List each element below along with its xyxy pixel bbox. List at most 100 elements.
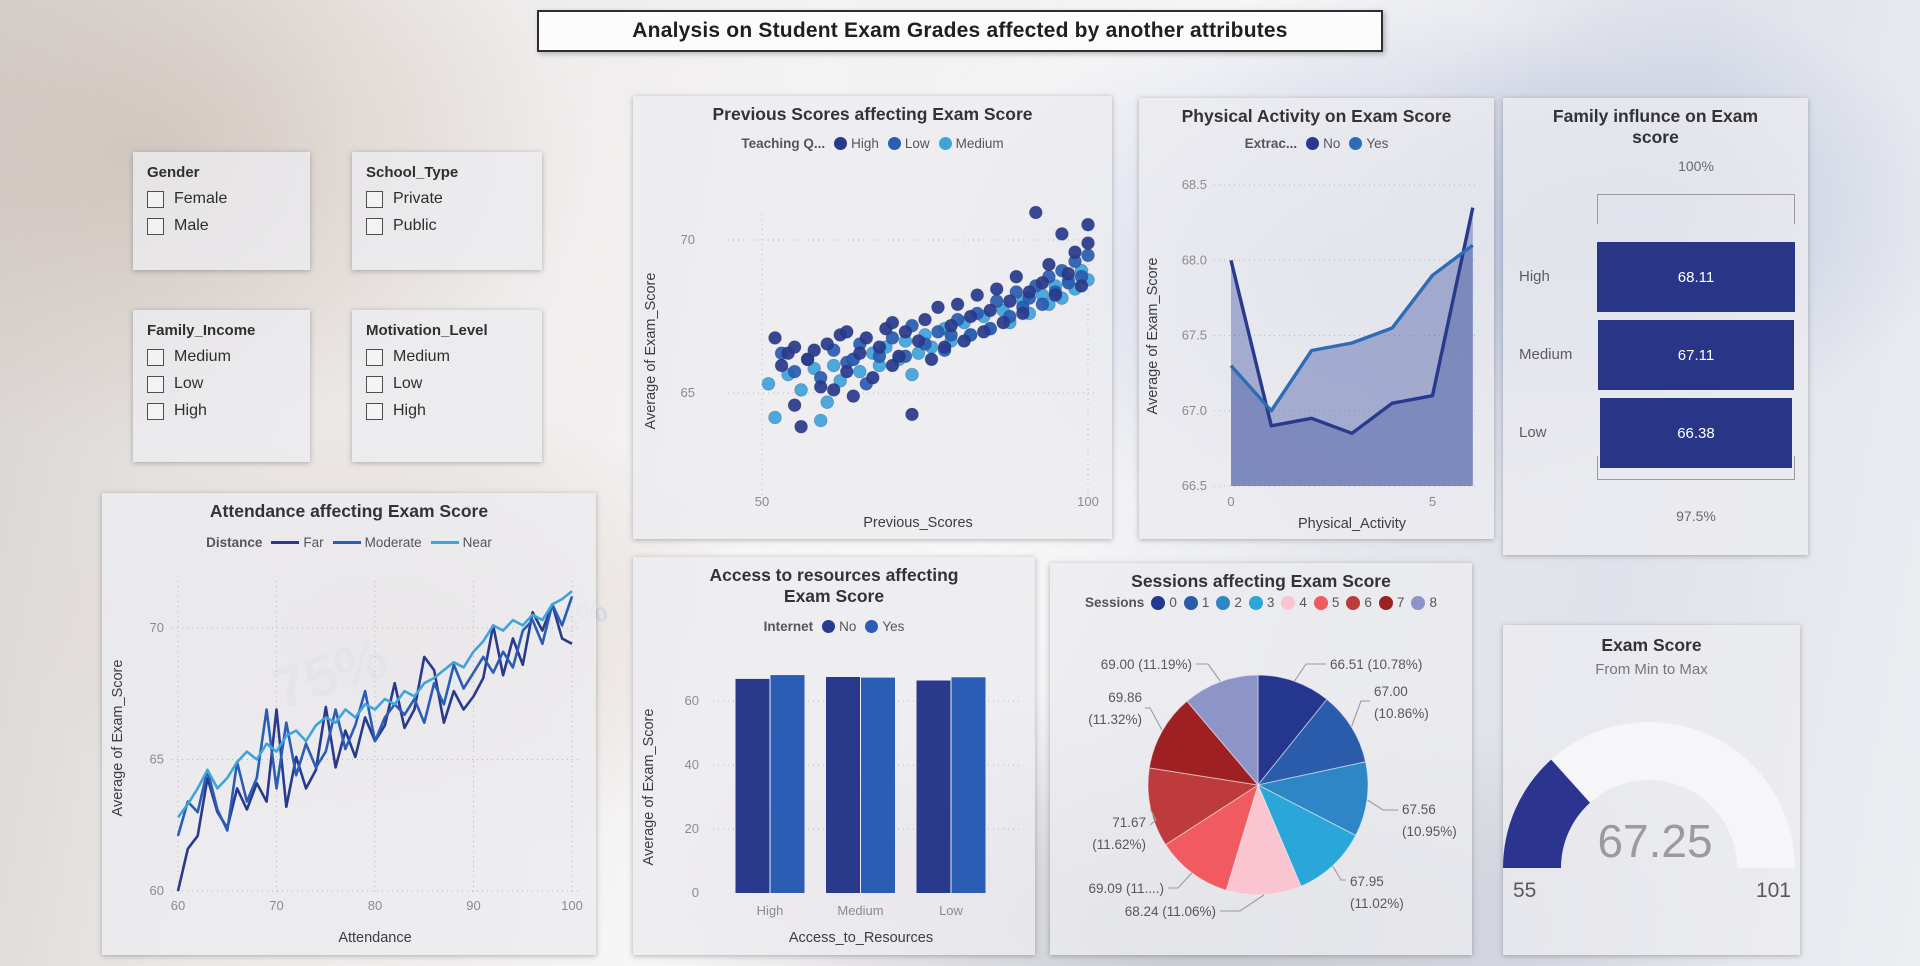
scatter-point-high[interactable] xyxy=(859,331,874,345)
checkbox-icon[interactable] xyxy=(147,217,164,235)
scatter-point-high[interactable] xyxy=(872,340,887,354)
legend-item-no[interactable]: No xyxy=(1306,136,1340,151)
family-bar-high[interactable]: 68.11 xyxy=(1597,242,1795,312)
pie-slice-0[interactable] xyxy=(1257,674,1328,787)
scatter-point-high[interactable] xyxy=(885,358,900,373)
scatter-point-high[interactable] xyxy=(911,334,926,348)
checkbox-icon[interactable] xyxy=(366,375,383,393)
scatter-point-high[interactable] xyxy=(1009,269,1024,284)
slicer-option-public[interactable]: Public xyxy=(366,217,528,235)
legend-item-1[interactable]: 1 xyxy=(1183,595,1209,610)
scatter-point-high[interactable] xyxy=(1035,276,1050,290)
scatter-point-high[interactable] xyxy=(970,288,985,302)
bar-low-yes[interactable] xyxy=(951,677,986,893)
scatter-point-low[interactable] xyxy=(885,331,900,345)
scatter-point-high[interactable] xyxy=(1002,294,1017,309)
scatter-point-medium[interactable] xyxy=(813,413,828,428)
pie-slice-3[interactable] xyxy=(1256,783,1357,887)
scatter-point-high[interactable] xyxy=(807,343,822,358)
slicer-option-medium[interactable]: Medium xyxy=(366,348,528,366)
bar-medium-yes[interactable] xyxy=(861,677,895,893)
scatter-point-medium[interactable] xyxy=(794,383,808,397)
scatter-point-medium[interactable] xyxy=(820,395,835,410)
scatter-point-medium[interactable] xyxy=(833,373,848,388)
scatter-point-high[interactable] xyxy=(1022,285,1037,299)
scatter-point-high[interactable] xyxy=(820,337,835,351)
scatter-point-high[interactable] xyxy=(950,297,965,312)
scatter-point-high[interactable] xyxy=(1074,279,1089,293)
legend-item-3[interactable]: 3 xyxy=(1248,595,1274,610)
slicer-option-low[interactable]: Low xyxy=(147,375,296,393)
scatter-point-high[interactable] xyxy=(892,349,906,364)
scatter-point-high[interactable] xyxy=(787,340,802,354)
scatter-point-high[interactable] xyxy=(866,370,880,385)
line-series-near[interactable] xyxy=(176,590,573,819)
bar-low-no[interactable] xyxy=(916,680,951,894)
scatter-point-high[interactable] xyxy=(931,300,945,315)
bar-medium-no[interactable] xyxy=(826,677,860,893)
legend-item-near[interactable]: Near xyxy=(430,535,492,550)
line-series-yes[interactable] xyxy=(1229,243,1474,413)
scatter-point-high[interactable] xyxy=(826,383,841,397)
pie-slice-4[interactable] xyxy=(1225,783,1302,896)
scatter-point-high[interactable] xyxy=(963,309,978,324)
scatter-point-high[interactable] xyxy=(1015,306,1030,321)
pie-slice-8[interactable] xyxy=(1186,674,1259,787)
legend-item-8[interactable]: 8 xyxy=(1411,595,1437,610)
scatter-point-high[interactable] xyxy=(768,331,782,345)
scatter-point-high[interactable] xyxy=(918,312,932,327)
scatter-point-high[interactable] xyxy=(885,315,900,330)
slicer-option-medium[interactable]: Medium xyxy=(147,348,296,366)
scatter-point-low[interactable] xyxy=(787,364,802,379)
legend-item-low[interactable]: Low xyxy=(887,136,930,151)
legend-item-medium[interactable]: Medium xyxy=(938,136,1004,151)
checkbox-icon[interactable] xyxy=(366,348,383,366)
family-bar-medium[interactable]: 67.11 xyxy=(1598,320,1794,390)
pie-slice-6[interactable] xyxy=(1147,767,1260,846)
pie-slice-7[interactable] xyxy=(1148,700,1260,786)
family-bar-low[interactable]: 66.38 xyxy=(1599,398,1793,468)
legend-item-4[interactable]: 4 xyxy=(1281,595,1307,610)
scatter-point-high[interactable] xyxy=(853,346,867,361)
slicer-option-male[interactable]: Male xyxy=(147,217,296,235)
scatter-point-high[interactable] xyxy=(989,282,1004,296)
scatter-point-low[interactable] xyxy=(1009,285,1024,299)
slicer-option-female[interactable]: Female xyxy=(147,190,296,208)
checkbox-icon[interactable] xyxy=(147,190,164,208)
legend-item-0[interactable]: 0 xyxy=(1151,595,1177,610)
scatter-point-high[interactable] xyxy=(898,325,913,339)
legend-item-7[interactable]: 7 xyxy=(1378,595,1404,610)
scatter-point-high[interactable] xyxy=(924,352,939,367)
scatter-point-high[interactable] xyxy=(996,315,1011,330)
bar-high-yes[interactable] xyxy=(770,675,805,893)
slicer-option-private[interactable]: Private xyxy=(366,190,528,208)
scatter-point-high[interactable] xyxy=(1048,288,1063,302)
pie-slice-2[interactable] xyxy=(1256,761,1369,837)
scatter-point-high[interactable] xyxy=(957,334,971,348)
scatter-point-high[interactable] xyxy=(1061,266,1076,281)
legend-item-6[interactable]: 6 xyxy=(1346,595,1372,610)
checkbox-icon[interactable] xyxy=(147,402,164,420)
pie-slice-1[interactable] xyxy=(1256,698,1367,786)
scatter-point-high[interactable] xyxy=(1081,236,1095,250)
checkbox-icon[interactable] xyxy=(366,402,383,420)
scatter-point-high[interactable] xyxy=(983,303,998,318)
scatter-point-high[interactable] xyxy=(976,325,991,339)
scatter-point-high[interactable] xyxy=(1068,245,1082,260)
scatter-point-high[interactable] xyxy=(840,364,854,379)
scatter-point-high[interactable] xyxy=(937,340,952,354)
scatter-point-low[interactable] xyxy=(1035,297,1050,312)
legend-item-far[interactable]: Far xyxy=(271,535,324,550)
scatter-point-high[interactable] xyxy=(774,358,789,373)
checkbox-icon[interactable] xyxy=(366,217,383,235)
scatter-point-high[interactable] xyxy=(794,419,808,434)
scatter-point-high[interactable] xyxy=(800,352,815,367)
line-series-far[interactable] xyxy=(176,603,573,892)
scatter-point-high[interactable] xyxy=(1081,217,1095,232)
scatter-point-low[interactable] xyxy=(931,325,945,339)
legend-item-yes[interactable]: Yes xyxy=(865,619,904,634)
checkbox-icon[interactable] xyxy=(366,190,383,208)
legend-item-yes[interactable]: Yes xyxy=(1349,136,1388,151)
scatter-point-high[interactable] xyxy=(1055,227,1069,241)
line-series-moderate[interactable] xyxy=(176,595,574,837)
